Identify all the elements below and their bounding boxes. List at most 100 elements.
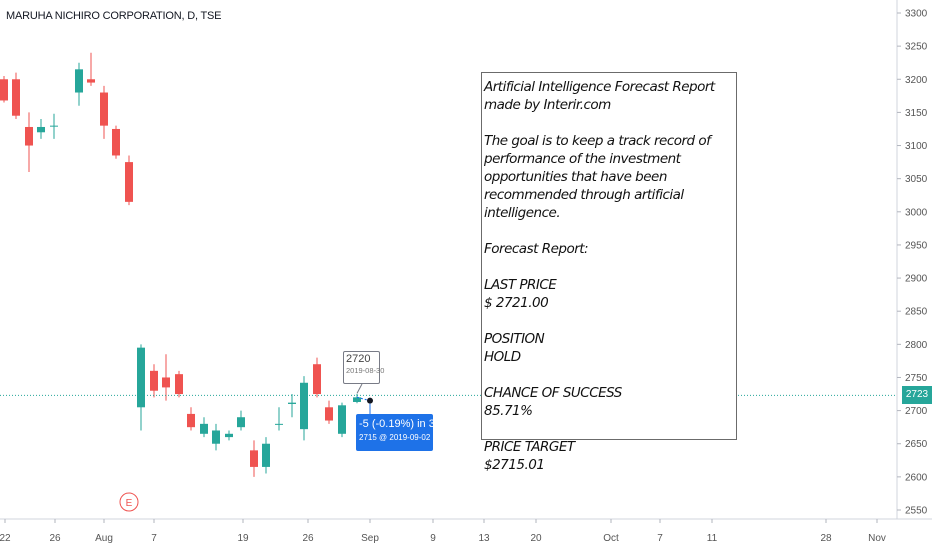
candle — [125, 155, 133, 206]
candle-body — [237, 417, 245, 428]
earnings-marker-circle — [119, 492, 139, 512]
y-tick-label: 2750 — [905, 373, 928, 384]
forecast-callout[interactable]: -5 (-0.19%) in 3d 2715 @ 2019-09-02 — [356, 414, 441, 451]
position-label: POSITION — [484, 331, 545, 347]
x-tick-label: 19 — [237, 533, 249, 544]
candle — [225, 430, 233, 441]
candle-body — [200, 423, 208, 434]
y-tick-label: 3000 — [905, 207, 928, 218]
candle-body — [250, 450, 258, 467]
y-tick-label: 2800 — [905, 340, 928, 351]
candle — [150, 364, 158, 398]
candle-body — [137, 347, 145, 408]
candle-body — [100, 92, 108, 126]
candle-body — [187, 413, 195, 428]
candles — [0, 52, 361, 477]
x-tick-label: 26 — [302, 533, 314, 544]
y-tick-label: 2950 — [905, 240, 928, 251]
y-tick-label: 3300 — [905, 9, 928, 20]
y-tick-label: 3100 — [905, 141, 928, 152]
x-tick-label: Oct — [603, 533, 619, 544]
y-tick-label: 2700 — [905, 406, 928, 417]
candle-body — [275, 423, 283, 425]
candle — [50, 113, 58, 139]
y-tick-label: 2900 — [905, 274, 928, 285]
y-tick-label: 3150 — [905, 108, 928, 119]
candle-body — [87, 79, 95, 83]
candle — [187, 407, 195, 431]
candle — [338, 402, 346, 438]
candle — [87, 52, 95, 86]
candle-body — [313, 364, 321, 395]
candle-body — [353, 397, 361, 402]
candle-body — [325, 407, 333, 421]
candle-body — [338, 405, 346, 434]
candle — [212, 423, 220, 451]
candle-body — [288, 402, 296, 404]
chart-title: MARUHA NICHIRO CORPORATION, D, TSE — [6, 10, 222, 22]
candle-body — [0, 79, 8, 101]
x-tick-label: 7 — [151, 533, 157, 544]
candle-body — [112, 128, 120, 156]
x-tick-label: Nov — [868, 533, 886, 544]
candle-body — [225, 433, 233, 438]
x-tick-label: 22 — [0, 533, 11, 544]
y-tick-label: 3250 — [905, 42, 928, 53]
last-price-value: $ 2721.00 — [484, 295, 549, 311]
forecast-callout-detail: 2715 @ 2019-09-02 — [359, 433, 431, 442]
candle-body — [75, 69, 83, 93]
forecast-callout-change: -5 (-0.19%) in 3d — [359, 418, 441, 430]
report-goal-text: The goal is to keep a track record of pe… — [484, 133, 711, 221]
y-tick-label: 3200 — [905, 75, 928, 86]
x-tick-label: Aug — [95, 533, 113, 544]
report-heading: Artificial Intelligence Forecast Report … — [484, 79, 715, 113]
candle-body — [125, 162, 133, 202]
candle — [75, 62, 83, 106]
candle — [112, 125, 120, 159]
candle — [37, 119, 45, 139]
earnings-event-marker: E — [119, 492, 139, 512]
y-tick-label: 3050 — [905, 174, 928, 185]
candle-body — [300, 382, 308, 430]
candle — [288, 394, 296, 418]
candle — [237, 410, 245, 431]
candle-body — [262, 443, 270, 467]
x-tick-label: 28 — [820, 533, 832, 544]
candle — [175, 370, 183, 398]
y-tick-label: 2850 — [905, 307, 928, 318]
x-tick-label: 7 — [657, 533, 663, 544]
candle — [0, 75, 8, 103]
candle — [200, 417, 208, 438]
x-tick-label: 11 — [707, 533, 718, 544]
candle — [25, 112, 33, 173]
chance-of-success-label: CHANCE OF SUCCESS — [484, 385, 622, 401]
last-price-label: LAST PRICE — [484, 277, 557, 293]
x-tick-label: 13 — [478, 533, 490, 544]
candle-body — [150, 370, 158, 391]
y-tick-label: 2600 — [905, 472, 928, 483]
earnings-marker-label: E — [126, 498, 133, 509]
candle — [12, 72, 20, 120]
price-callout-pointer — [356, 383, 363, 394]
price-callout-value: 2720 — [346, 353, 371, 365]
candle — [275, 407, 283, 431]
forecast-point — [367, 397, 373, 404]
candle — [300, 376, 308, 441]
candle — [262, 437, 270, 474]
y-tick-label: 2550 — [905, 506, 928, 517]
price-callout-date: 2019-08-30 — [346, 366, 385, 375]
candle — [250, 440, 258, 477]
price-callout[interactable]: 2720 2019-08-30 — [343, 351, 385, 384]
overlays: E — [0, 383, 897, 512]
candle-body — [25, 126, 33, 146]
candle-body — [37, 126, 45, 133]
price-target-label: PRICE TARGET — [484, 439, 575, 455]
x-tick-label: 26 — [49, 533, 61, 544]
current-price-tag: 2723 — [902, 386, 932, 404]
x-tick-label: 9 — [430, 533, 436, 544]
candle-body — [12, 79, 20, 116]
candle-body — [212, 430, 220, 444]
x-tick-label: 20 — [530, 533, 542, 544]
